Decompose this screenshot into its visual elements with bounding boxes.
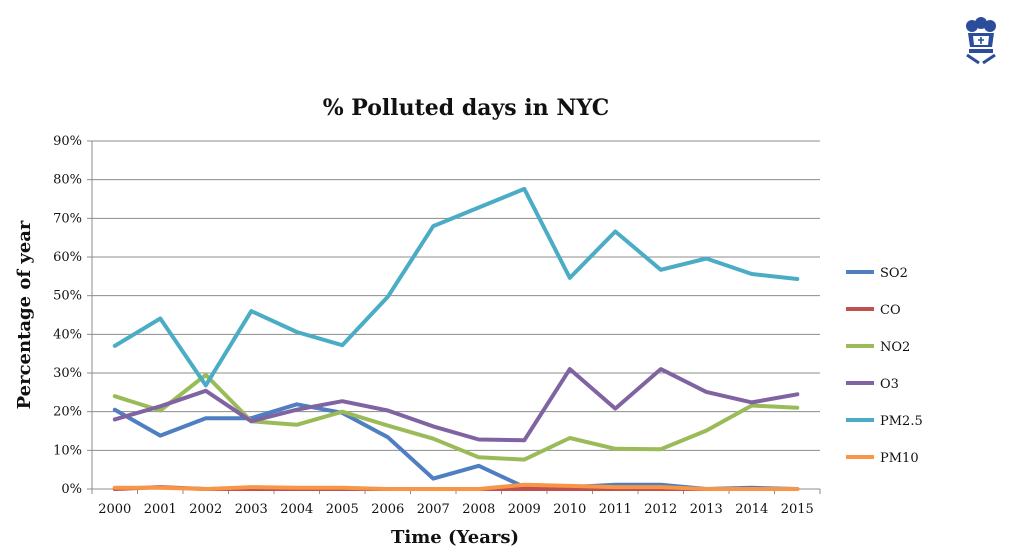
x-tick-label: 2011 (599, 502, 632, 517)
legend-item-pm2-5: PM2.5 (846, 414, 923, 429)
x-tick-label: 2006 (371, 502, 404, 517)
y-tick-label: 50% (53, 289, 82, 304)
gridlines (87, 140, 820, 490)
x-tick-label: 2003 (235, 502, 268, 517)
series-lines (112, 186, 800, 491)
legend-label: PM2.5 (880, 414, 923, 429)
x-tick-label: 2008 (462, 502, 495, 517)
y-tick-label: 70% (53, 211, 82, 226)
crown-logo-icon (966, 17, 996, 65)
legend-item-pm10: PM10 (846, 451, 919, 466)
x-tick-label: 2013 (690, 502, 723, 517)
axes (91, 141, 821, 494)
legend-item-co: CO (846, 303, 901, 318)
series-line-o3 (112, 367, 800, 443)
x-tick-label: 2007 (417, 502, 450, 517)
y-tick-label: 40% (53, 327, 82, 342)
series-line-pm10 (112, 482, 800, 491)
x-tick-label: 2001 (144, 502, 177, 517)
legend-label: PM10 (880, 451, 919, 466)
x-tick-label: 2010 (553, 502, 586, 517)
legend-label: NO2 (880, 340, 910, 355)
series-line-no2 (112, 372, 800, 462)
y-tick-label: 10% (53, 443, 82, 458)
legend-item-so2: SO2 (846, 266, 908, 281)
legend-label: SO2 (880, 266, 908, 281)
y-tick-label: 90% (53, 134, 82, 149)
y-tick-label: 30% (53, 366, 82, 381)
legend: SO2 CO NO2 O3 PM2.5 PM10 (846, 266, 923, 466)
y-tick-label: 60% (53, 250, 82, 265)
x-tick-label: 2009 (508, 502, 541, 517)
y-axis-title: Percentage of year (14, 220, 35, 409)
x-tick-label: 2000 (98, 502, 131, 517)
legend-item-o3: O3 (846, 377, 899, 392)
x-tick-label: 2014 (735, 502, 768, 517)
y-tick-labels: 0% 10% 20% 30% 40% 50% 60% 70% 80% 90% (53, 134, 82, 497)
x-tick-labels: 2000 2001 2002 2003 2004 2005 2006 2007 2008 2009… (98, 502, 814, 517)
y-tick-label: 20% (53, 405, 82, 420)
legend-label: O3 (880, 377, 899, 392)
x-tick-label: 2002 (189, 502, 222, 517)
y-tick-label: 80% (53, 173, 82, 188)
x-axis-title: Time (Years) (391, 527, 519, 548)
x-tick-label: 2005 (326, 502, 359, 517)
y-tick-label: 0% (61, 482, 82, 497)
x-tick-label: 2012 (644, 502, 677, 517)
series-line-pm2-5 (112, 186, 800, 388)
x-tick-label: 2015 (781, 502, 814, 517)
legend-label: CO (880, 303, 901, 318)
legend-item-no2: NO2 (846, 340, 910, 355)
chart-title: % Polluted days in NYC (323, 95, 610, 121)
x-tick-label: 2004 (280, 502, 313, 517)
